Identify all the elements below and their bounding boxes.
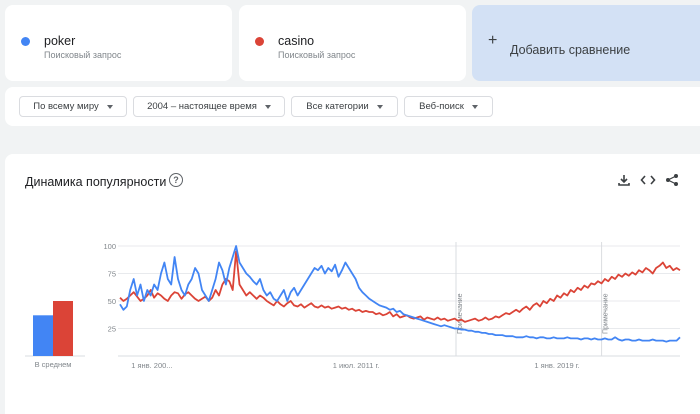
filter-bar: По всему миру 2004 – настоящее время Все… (5, 87, 700, 126)
share-icon[interactable] (663, 171, 681, 189)
y-tick-label: 25 (108, 325, 116, 334)
download-icon[interactable] (615, 171, 633, 189)
region-filter[interactable]: По всему миру (19, 96, 127, 117)
chart-title: Динамика популярности (25, 175, 167, 189)
caret-down-icon (471, 104, 478, 109)
annotation-label: Примечание (457, 293, 464, 334)
region-filter-label: По всему миру (33, 101, 99, 112)
interest-over-time-card: Динамика популярности ? 25 50 75 100 1 янв. … (5, 154, 700, 414)
caret-down-icon (264, 104, 271, 109)
term-card-poker[interactable]: poker Поисковый запрос (5, 5, 232, 81)
term-subtitle: Поисковый запрос (278, 50, 356, 60)
series-color-dot (21, 37, 30, 46)
category-filter[interactable]: Все категории (291, 96, 398, 117)
term-name: casino (278, 34, 315, 48)
category-filter-label: Все категории (306, 101, 369, 112)
period-filter[interactable]: 2004 – настоящее время (133, 96, 285, 117)
y-tick-label: 100 (103, 242, 116, 251)
average-bar-poker (33, 315, 53, 356)
average-label: В среднем (35, 360, 72, 369)
series-line-casino (119, 250, 681, 323)
average-bar-casino (53, 301, 73, 356)
caret-down-icon (376, 104, 383, 109)
series-line-poker (119, 245, 681, 343)
term-card-casino[interactable]: casino Поисковый запрос (239, 5, 466, 81)
period-filter-label: 2004 – настоящее время (147, 101, 257, 112)
term-name: poker (44, 34, 76, 48)
help-icon[interactable]: ? (169, 173, 183, 187)
add-comparison-label: Добавить сравнение (510, 43, 631, 57)
term-subtitle: Поисковый запрос (44, 50, 122, 60)
x-tick-label: 1 янв. 200... (131, 361, 172, 370)
x-tick-label: 1 янв. 2019 г. (534, 361, 579, 370)
embed-icon[interactable] (639, 171, 657, 189)
x-tick-label: 1 июл. 2011 г. (333, 361, 380, 370)
annotation-label: Примечание (603, 293, 610, 334)
y-tick-label: 75 (108, 270, 116, 279)
series-color-dot (255, 37, 264, 46)
search-type-filter-label: Веб-поиск (419, 101, 464, 112)
interest-chart: 25 50 75 100 1 янв. 200... 1 июл. 2011 г. 1 ян… (25, 242, 681, 370)
add-comparison-button[interactable]: + Добавить сравнение (472, 5, 700, 81)
y-tick-label: 50 (108, 297, 116, 306)
plus-icon: + (488, 32, 498, 49)
caret-down-icon (106, 104, 113, 109)
search-type-filter[interactable]: Веб-поиск (404, 96, 493, 117)
